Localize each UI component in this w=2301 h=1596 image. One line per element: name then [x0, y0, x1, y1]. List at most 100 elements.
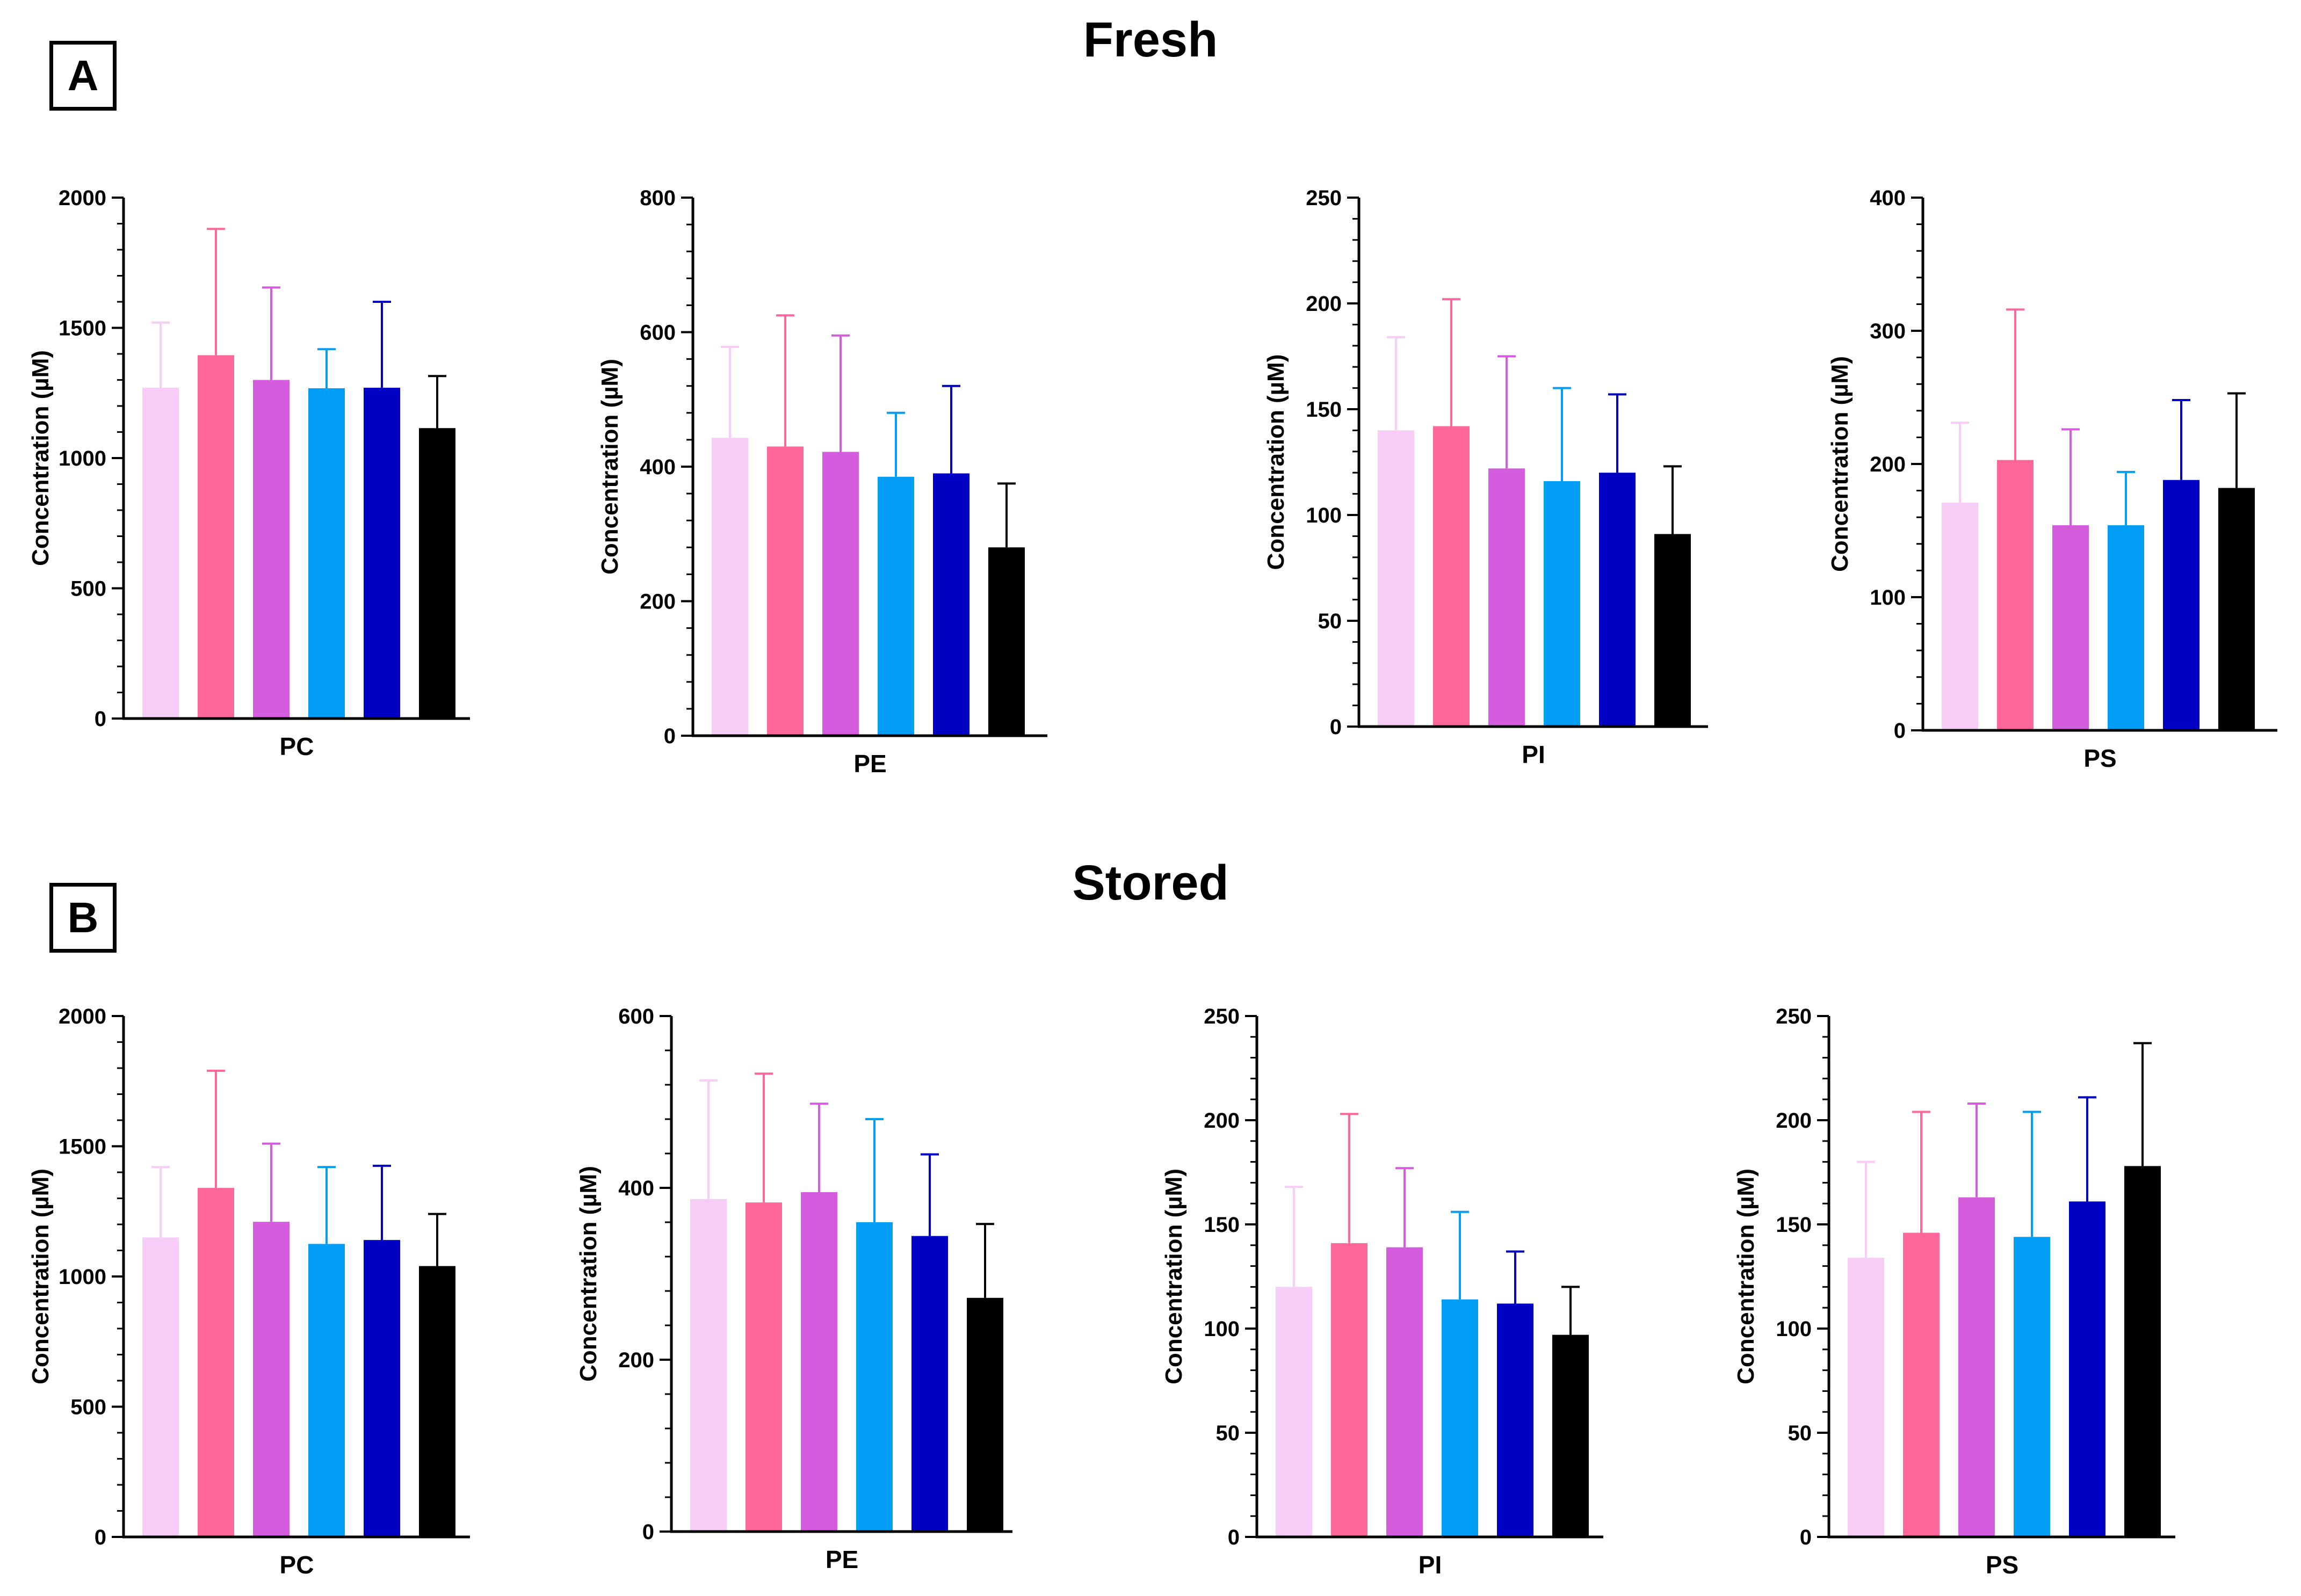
fresh-pc-bar: [419, 428, 455, 719]
fresh-pe-y-axis-label: Concentration (µM): [597, 359, 623, 575]
fresh-pc-bar: [364, 388, 400, 719]
fresh-ps-y-tick-label: 200: [1870, 453, 1906, 476]
stored-ps-bar: [1958, 1197, 1995, 1537]
stored-pe-bar: [911, 1236, 948, 1532]
stored-pi-y-tick-label: 0: [1228, 1526, 1240, 1549]
fresh-pc-y-tick-label: 0: [95, 707, 106, 731]
stored-pi-y-tick-label: 100: [1204, 1317, 1240, 1341]
fresh-pi-y-axis-label: Concentration (µM): [1263, 354, 1289, 570]
fresh-pe-bar: [878, 476, 914, 736]
fresh-pi-bar: [1488, 468, 1525, 727]
fresh-ps-bar: [2108, 525, 2144, 730]
stored-pi-chart: 0 50 100 150 200 250 PI Concentration (µM): [1161, 1005, 1603, 1579]
stored-pc-bar: [419, 1266, 455, 1537]
fresh-pi-x-category-label: PI: [1522, 741, 1545, 768]
stored-pi-bar: [1331, 1243, 1367, 1537]
fresh-ps-y-tick-label: 0: [1894, 719, 1906, 743]
fresh-pc-bar: [142, 388, 179, 719]
stored-pe-y-tick-label: 0: [642, 1520, 654, 1544]
stored-pe-y-tick-label: 400: [618, 1177, 654, 1200]
fresh-pi-bar: [1544, 481, 1580, 727]
stored-pi-y-tick-label: 200: [1204, 1109, 1240, 1133]
stored-pc-bar: [308, 1244, 345, 1537]
stored-pe-y-axis-label: Concentration (µM): [575, 1166, 602, 1382]
fresh-section-title: Fresh: [1083, 12, 1218, 67]
stored-pe-y-tick-label: 200: [618, 1348, 654, 1372]
stored-pc-x-category-label: PC: [280, 1551, 314, 1579]
stored-pi-y-axis-label: Concentration (µM): [1161, 1169, 1187, 1384]
stored-ps-bar: [2069, 1201, 2105, 1537]
stored-pi-bar: [1276, 1287, 1312, 1537]
stored-pe-x-category-label: PE: [826, 1546, 858, 1573]
fresh-ps-y-tick-label: 100: [1870, 586, 1906, 610]
panel-label-b: B: [49, 883, 117, 953]
stored-ps-x-category-label: PS: [1986, 1551, 2018, 1579]
fresh-pi-bar: [1654, 534, 1691, 727]
fresh-pc-y-tick-label: 1500: [59, 317, 106, 340]
stored-section-title: Stored: [1072, 855, 1229, 910]
stored-pc-y-tick-label: 2000: [59, 1005, 106, 1028]
fresh-pe-bar: [822, 452, 859, 736]
fresh-pi-y-tick-label: 0: [1330, 715, 1342, 739]
fresh-pi-chart: 0 50 100 150 200 250 PI Concentration (µM): [1263, 186, 1708, 768]
fresh-pc-y-tick-label: 500: [70, 577, 106, 601]
stored-pi-y-tick-label: 50: [1216, 1421, 1240, 1445]
fresh-pc-y-tick-label: 1000: [59, 447, 106, 470]
fresh-ps-y-tick-label: 300: [1870, 320, 1906, 343]
fresh-pc-bar: [198, 355, 234, 719]
stored-pe-chart: 0 200 400 600 PE Concentration (µM): [575, 1005, 1012, 1573]
fresh-pe-chart: 0 200 400 600 800 PE Concentration (µM): [597, 186, 1047, 778]
fresh-pe-x-category-label: PE: [853, 750, 886, 778]
panel-label-a: A: [49, 41, 117, 111]
stored-pe-y-tick-label: 600: [618, 1005, 654, 1028]
fresh-pi-y-tick-label: 150: [1306, 398, 1342, 422]
fresh-pi-bar: [1599, 473, 1636, 727]
stored-ps-y-tick-label: 250: [1776, 1005, 1812, 1028]
fresh-ps-bar: [2218, 488, 2255, 730]
fresh-pi-bar: [1378, 430, 1414, 727]
fresh-pe-bar: [767, 446, 804, 736]
fresh-pe-y-tick-label: 400: [640, 455, 676, 479]
fresh-ps-bar: [1997, 460, 2034, 730]
stored-pe-bar: [746, 1202, 782, 1532]
stored-pe-bar: [967, 1297, 1003, 1532]
stored-pi-bar: [1497, 1303, 1533, 1537]
fresh-pi-y-tick-label: 200: [1306, 292, 1342, 316]
stored-ps-bar: [2014, 1237, 2050, 1537]
stored-ps-bar: [1848, 1258, 1884, 1537]
stored-pc-y-axis-label: Concentration (µM): [27, 1169, 54, 1384]
fresh-pi-y-tick-label: 100: [1306, 504, 1342, 527]
fresh-pe-bar: [712, 438, 748, 736]
stored-pi-y-tick-label: 250: [1204, 1005, 1240, 1028]
stored-pc-bar: [364, 1240, 400, 1537]
fresh-ps-y-axis-label: Concentration (µM): [1827, 356, 1853, 572]
fresh-pi-y-tick-label: 250: [1306, 186, 1342, 210]
fresh-pe-y-tick-label: 800: [640, 186, 676, 210]
fresh-ps-x-category-label: PS: [2083, 744, 2116, 772]
stored-pc-y-tick-label: 1500: [59, 1135, 106, 1159]
stored-pc-y-tick-label: 500: [70, 1396, 106, 1419]
fresh-pe-bar: [988, 547, 1025, 736]
stored-pc-bar: [253, 1222, 290, 1537]
stored-ps-y-tick-label: 100: [1776, 1317, 1812, 1341]
stored-pc-y-tick-label: 1000: [59, 1265, 106, 1289]
stored-pe-bar: [856, 1222, 893, 1532]
stored-ps-bar: [1903, 1232, 1940, 1537]
fresh-pe-y-tick-label: 200: [640, 590, 676, 614]
fresh-ps-bar: [1942, 502, 1978, 730]
fresh-pi-bar: [1433, 426, 1470, 727]
fresh-pe-y-tick-label: 0: [664, 724, 676, 748]
stored-pc-y-tick-label: 0: [95, 1526, 106, 1549]
fresh-ps-bar: [2163, 480, 2199, 730]
stored-pc-chart: 0 500 1000 1500 2000 PC Concentration (µM): [27, 1005, 470, 1579]
stored-ps-y-tick-label: 150: [1776, 1213, 1812, 1237]
fresh-pc-bar: [253, 380, 290, 719]
stored-pi-x-category-label: PI: [1419, 1551, 1442, 1579]
fresh-pc-chart: 0 500 1000 1500 2000 PC Concentration (µM): [27, 186, 470, 760]
fresh-pc-y-axis-label: Concentration (µM): [27, 350, 54, 566]
fresh-pe-y-tick-label: 600: [640, 321, 676, 345]
stored-pe-bar: [801, 1192, 837, 1532]
fresh-pe-bar: [933, 473, 969, 736]
stored-pi-y-tick-label: 150: [1204, 1213, 1240, 1237]
